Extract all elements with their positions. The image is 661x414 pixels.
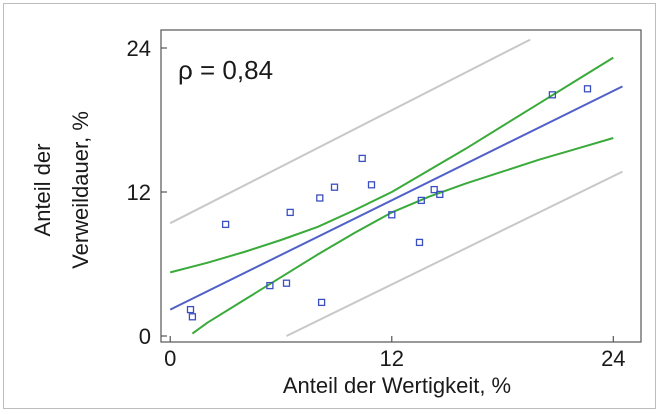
data-point-1 xyxy=(186,305,195,314)
y-axis-label-line-1: Anteil der xyxy=(30,144,55,237)
data-point-9 xyxy=(330,183,339,191)
data-point-14 xyxy=(417,196,425,205)
text-layer: ρ = 0,84 Anteil der Wertigkeit, % Anteil… xyxy=(30,55,511,398)
data-point-18 xyxy=(583,85,592,93)
bands-layer xyxy=(169,38,623,337)
x-tick-label-1: 12 xyxy=(380,346,404,371)
data-point-7 xyxy=(316,194,324,202)
prediction-band-upper xyxy=(169,38,531,225)
data-point-16 xyxy=(436,190,444,199)
prediction-band-lower xyxy=(286,170,623,337)
x-tick-label-2: 24 xyxy=(601,346,625,371)
y-axis-label-line-2: Verweildauer, % xyxy=(68,111,93,269)
x-tick-label-0: 0 xyxy=(164,346,176,371)
data-point-17 xyxy=(548,91,557,99)
points-layer xyxy=(186,85,592,321)
data-point-10 xyxy=(358,154,366,163)
data-point-2 xyxy=(188,313,197,321)
confidence-band-upper xyxy=(169,56,614,274)
x-axis-label: Anteil der Wertigkeit, % xyxy=(283,373,511,398)
data-point-6 xyxy=(286,208,294,217)
y-tick-label-2: 24 xyxy=(127,36,151,61)
data-point-13 xyxy=(415,238,424,247)
correlation-annotation: ρ = 0,84 xyxy=(178,55,273,85)
data-point-3 xyxy=(221,220,230,229)
y-tick-label-0: 0 xyxy=(139,324,151,349)
data-point-12 xyxy=(388,211,396,219)
data-point-15 xyxy=(430,185,438,194)
y-tick-label-1: 12 xyxy=(127,180,151,205)
data-point-5 xyxy=(282,279,291,287)
confidence-band-lower xyxy=(191,137,614,335)
data-point-11 xyxy=(367,181,376,189)
data-point-4 xyxy=(266,281,274,290)
regression-line xyxy=(169,85,623,311)
plot-area-border xyxy=(160,29,642,343)
axes-layer: 0 12 24 0 12 24 xyxy=(127,29,642,371)
chart-frame xyxy=(3,3,656,409)
data-point-8 xyxy=(317,298,326,307)
